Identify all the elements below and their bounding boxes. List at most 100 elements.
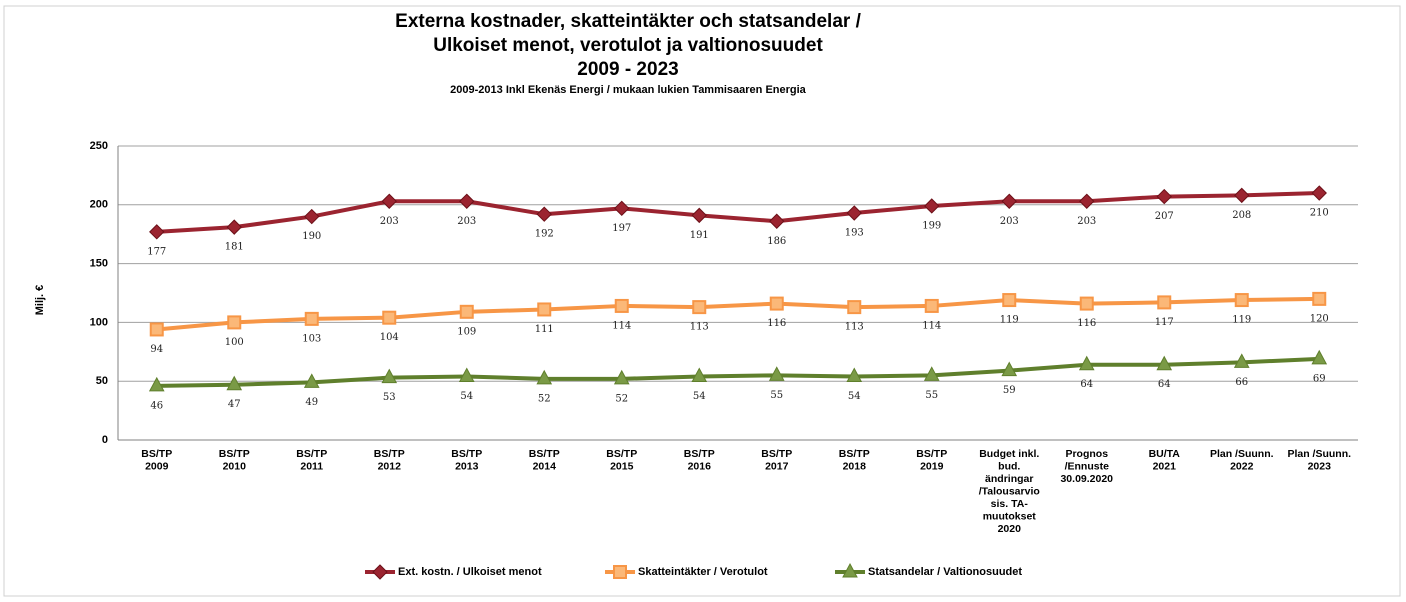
marker — [459, 193, 475, 209]
marker — [226, 219, 242, 235]
marker — [1078, 355, 1095, 371]
x-tick-label: 2012 — [378, 460, 402, 472]
chart-title: Externa kostnader, skatteintäkter och st… — [395, 11, 861, 32]
data-label: 119 — [1000, 315, 1019, 326]
x-tick-label: Prognos — [1065, 448, 1108, 460]
marker — [148, 376, 165, 392]
y-tick-label: 100 — [90, 316, 108, 328]
marker — [304, 311, 319, 326]
data-label: 46 — [150, 400, 163, 411]
marker — [613, 565, 627, 579]
y-tick-label: 150 — [90, 258, 108, 270]
x-tick-label: /Talousarvio — [979, 485, 1040, 497]
x-tick-label: 2013 — [455, 460, 479, 472]
x-tick-label: 2021 — [1153, 460, 1177, 472]
marker — [691, 207, 707, 224]
series-line — [156, 296, 1320, 332]
data-label: 113 — [690, 322, 709, 333]
marker — [923, 366, 940, 381]
marker — [1001, 193, 1017, 209]
marker — [382, 310, 397, 325]
y-tick-label: 200 — [90, 199, 108, 211]
x-tick-label: Plan /Suunn. — [1210, 448, 1274, 460]
data-label: 111 — [535, 324, 554, 335]
marker — [1079, 193, 1095, 209]
data-label: 116 — [1077, 318, 1096, 329]
x-tick-label: 2022 — [1230, 460, 1254, 472]
data-label: 210 — [1310, 208, 1329, 219]
marker — [1001, 361, 1018, 377]
data-label: 103 — [302, 333, 321, 344]
x-tick-label: BS/TP — [529, 448, 560, 460]
data-label: 207 — [1155, 211, 1174, 222]
marker — [303, 373, 320, 388]
data-label: 69 — [1313, 373, 1326, 384]
marker — [1233, 353, 1250, 368]
data-label: 117 — [1155, 317, 1174, 328]
data-label: 100 — [225, 337, 244, 348]
data-label: 54 — [848, 391, 861, 402]
marker — [536, 206, 552, 222]
y-tick-label: 250 — [90, 140, 108, 152]
marker — [924, 298, 939, 313]
x-tick-label: 2016 — [688, 460, 712, 472]
x-tick-label: 2010 — [223, 460, 247, 472]
x-tick-label: 2023 — [1308, 460, 1332, 472]
data-label: 120 — [1310, 313, 1329, 324]
data-label: 114 — [612, 320, 631, 331]
data-label: 94 — [150, 344, 163, 355]
data-label: 203 — [1000, 216, 1019, 227]
marker — [537, 302, 552, 317]
x-tick-label: sis. TA- — [991, 498, 1029, 510]
marker — [458, 367, 475, 382]
data-label: 119 — [1232, 315, 1251, 326]
x-tick-label: BS/TP — [606, 448, 637, 460]
chart-title: Ulkoiset menot, verotulot ja valtionosuu… — [433, 35, 823, 56]
x-tick-label: BS/TP — [141, 448, 172, 460]
marker — [381, 368, 398, 384]
data-label: 64 — [1158, 379, 1171, 390]
data-label: 54 — [460, 391, 473, 402]
legend-label: Statsandelar / Valtionosuudet — [868, 566, 1022, 578]
x-tick-label: ändringar — [985, 473, 1033, 485]
y-axis-label: Milj. € — [34, 285, 46, 316]
y-tick-label: 0 — [102, 434, 108, 446]
marker — [1156, 355, 1173, 371]
data-label: 52 — [615, 393, 628, 404]
x-tick-label: Budget inkl. — [979, 448, 1039, 460]
marker — [842, 562, 858, 578]
x-tick-label: BS/TP — [451, 448, 482, 460]
chart-title: 2009 - 2023 — [577, 59, 678, 80]
x-tick-label: 2009 — [145, 460, 169, 472]
x-tick-label: 2019 — [920, 460, 944, 472]
x-tick-label: 2020 — [998, 523, 1022, 535]
marker — [1157, 295, 1172, 310]
x-tick-label: Plan /Suunn. — [1287, 448, 1351, 460]
data-label: 64 — [1080, 379, 1093, 390]
data-label: 52 — [538, 393, 551, 404]
marker — [614, 200, 630, 217]
data-label: 203 — [380, 216, 399, 227]
x-tick-label: BS/TP — [374, 448, 405, 460]
data-label: 208 — [1232, 210, 1251, 221]
data-label: 203 — [1077, 216, 1096, 227]
data-label: 114 — [922, 320, 941, 331]
marker — [1156, 188, 1172, 205]
x-tick-label: 2018 — [843, 460, 867, 472]
marker — [769, 213, 785, 229]
x-tick-label: BS/TP — [916, 448, 947, 460]
marker — [768, 366, 785, 381]
marker — [1002, 293, 1017, 308]
marker — [149, 224, 165, 240]
x-tick-label: BS/TP — [219, 448, 250, 460]
data-label: 104 — [380, 332, 399, 343]
x-tick-label: 2015 — [610, 460, 634, 472]
chart-frame — [3, 5, 1401, 597]
marker — [614, 298, 629, 313]
marker — [1311, 185, 1327, 201]
marker — [149, 322, 164, 337]
data-label: 49 — [305, 397, 318, 408]
marker — [536, 369, 553, 385]
x-tick-label: 30.09.2020 — [1060, 473, 1113, 485]
marker — [372, 564, 388, 580]
